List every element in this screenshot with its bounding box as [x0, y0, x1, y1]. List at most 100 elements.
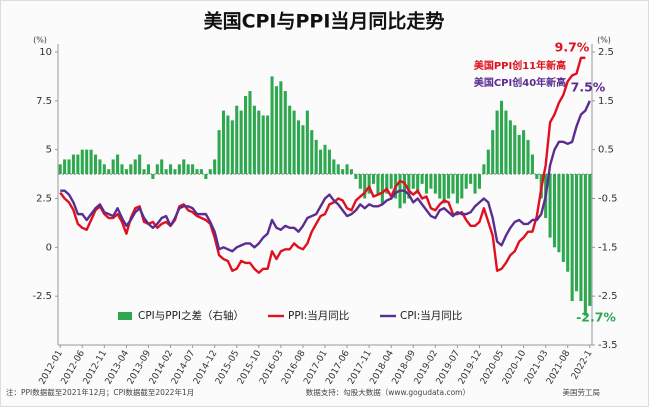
bar: [63, 159, 67, 175]
bar: [221, 110, 226, 175]
bar: [349, 169, 354, 175]
bar: [557, 174, 561, 253]
bar: [230, 120, 234, 175]
bar: [561, 174, 565, 262]
bar: [323, 144, 327, 175]
bar: [420, 174, 424, 184]
bar: [182, 159, 186, 175]
bar: [107, 169, 111, 175]
bar: [517, 135, 521, 175]
bar: [336, 164, 340, 175]
bar: [208, 169, 212, 175]
bar: [380, 174, 384, 204]
bar: [535, 174, 539, 179]
y2-tick-label: -3.5: [598, 340, 618, 351]
bar: [486, 149, 490, 175]
bar: [548, 174, 552, 238]
bar: [98, 159, 102, 175]
legend-label: CPI与PPI之差（右轴）: [138, 309, 244, 322]
bar: [438, 174, 442, 199]
bar: [424, 174, 429, 194]
bar: [411, 174, 415, 189]
bar: [76, 154, 80, 175]
bar: [146, 164, 151, 175]
bar: [67, 159, 71, 175]
legend-swatch: [118, 312, 132, 320]
bar: [199, 169, 203, 175]
bar: [367, 174, 371, 194]
bar: [89, 149, 93, 175]
bar: [305, 110, 309, 175]
bar: [499, 100, 504, 175]
bar: [513, 125, 517, 175]
bar: [80, 149, 84, 175]
bar: [389, 174, 393, 189]
y2-tick-label: -1.5: [598, 242, 618, 253]
y-tick-label: -2.5: [32, 291, 52, 302]
bar: [138, 154, 142, 175]
bar: [566, 174, 570, 272]
bar: [341, 169, 345, 175]
bar: [129, 164, 133, 175]
y-tick-label: 10: [39, 47, 52, 58]
y-tick-label: 0: [46, 242, 52, 253]
bar: [71, 154, 75, 175]
y2-tick-label: 2.5: [598, 47, 614, 58]
bar: [164, 169, 168, 175]
legend-label: CPI:当月同比: [400, 309, 462, 322]
bar: [358, 174, 362, 189]
bar: [204, 174, 208, 179]
bar: [530, 154, 534, 175]
bar: [301, 125, 305, 175]
annotation: 7.5%: [571, 80, 606, 95]
bar: [173, 169, 177, 175]
bar: [58, 164, 62, 175]
bar: [257, 110, 261, 175]
bar: [85, 149, 89, 175]
bar: [274, 86, 278, 175]
bar: [416, 174, 420, 194]
bar: [93, 154, 98, 175]
source-org: 美国劳工局: [563, 387, 601, 397]
bar: [235, 105, 239, 175]
chart-title: 美国CPI与PPI当月同比走势: [204, 10, 445, 33]
bar: [433, 174, 437, 194]
y-tick-label: 7.5: [36, 96, 52, 107]
y2-tick-label: 1.5: [598, 96, 614, 107]
bar: [345, 164, 349, 175]
annotation: -2.7%: [576, 310, 616, 325]
annotation: 美国PPI创11年新高: [474, 59, 566, 72]
y2-tick-label: 0.5: [598, 145, 614, 156]
bar: [191, 164, 195, 175]
bar: [327, 149, 331, 175]
bar: [372, 174, 376, 184]
bar: [552, 174, 557, 248]
y2-tick-label: -2.5: [598, 291, 618, 302]
bar: [239, 110, 243, 175]
bar: [102, 164, 106, 175]
bar: [464, 174, 468, 189]
bar: [261, 115, 265, 175]
legend-label: PPI:当月同比: [288, 309, 349, 322]
bar: [155, 164, 159, 175]
bar: [451, 174, 455, 194]
y2-unit: (%): [597, 36, 611, 45]
bar: [120, 164, 124, 175]
bar: [354, 174, 358, 179]
bar: [442, 174, 446, 204]
bar: [270, 76, 274, 175]
bar: [526, 139, 530, 175]
bar: [583, 174, 587, 316]
bar: [213, 159, 217, 175]
bar: [310, 130, 314, 175]
bar: [477, 174, 482, 189]
bar: [332, 159, 336, 175]
bar: [579, 174, 583, 302]
bar: [455, 174, 459, 204]
bar: [495, 110, 499, 175]
bar: [376, 174, 380, 194]
y2-tick-label: -0.5: [598, 194, 618, 205]
bar: [177, 164, 181, 175]
